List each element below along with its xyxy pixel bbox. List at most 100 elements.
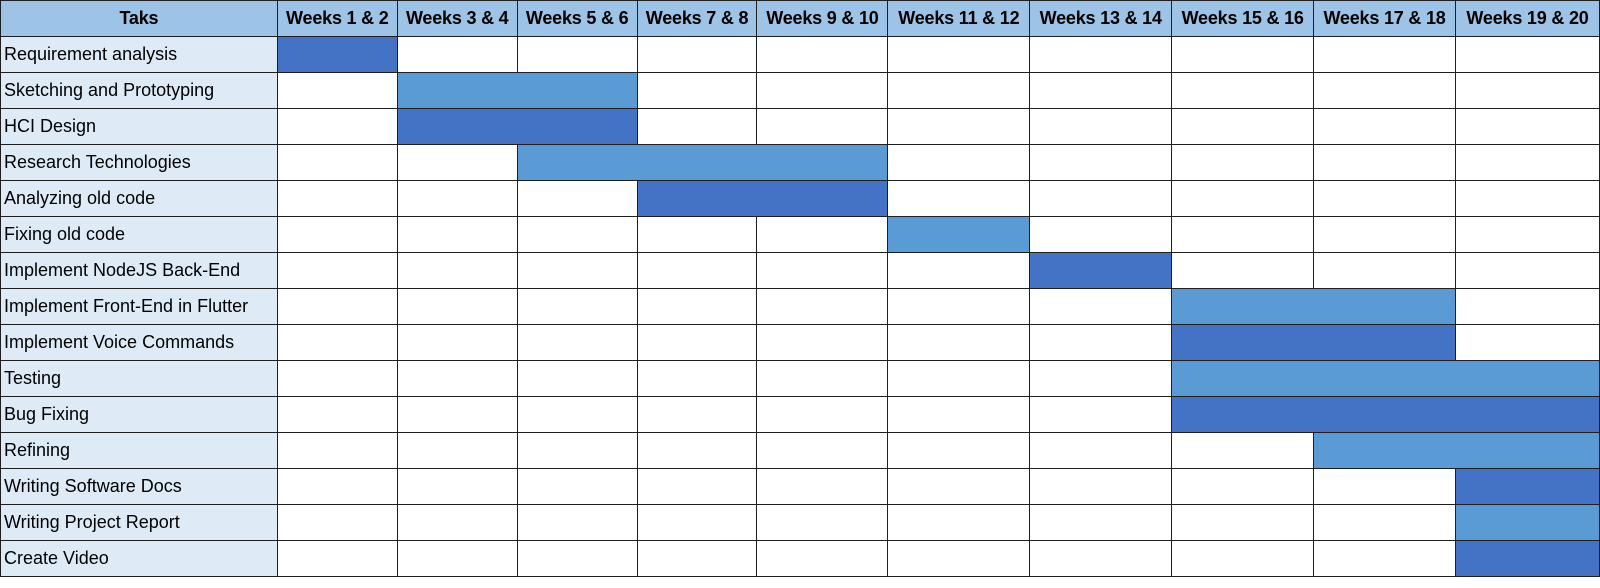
empty-cell: [396, 144, 518, 181]
empty-cell: [516, 288, 638, 325]
empty-cell: [516, 360, 638, 397]
gantt-bar-cell: [396, 108, 518, 145]
task-row: Writing Project Report: [0, 504, 1600, 541]
empty-cell: [636, 468, 758, 505]
empty-cell: [756, 432, 889, 469]
empty-cell: [1171, 252, 1315, 289]
period-header-8: Weeks 15 & 16: [1171, 0, 1315, 37]
gantt-bar-cell: [1029, 252, 1173, 289]
gantt-bar-cell: [887, 216, 1031, 253]
period-header-5: Weeks 9 & 10: [756, 0, 889, 37]
empty-cell: [276, 540, 398, 577]
gantt-bar-cell: [1313, 324, 1456, 361]
empty-cell: [636, 216, 758, 253]
empty-cell: [756, 360, 889, 397]
task-row: Implement Front-End in Flutter: [0, 288, 1600, 325]
task-label: Writing Software Docs: [0, 468, 278, 505]
empty-cell: [1313, 180, 1456, 217]
empty-cell: [1029, 540, 1173, 577]
task-row: HCI Design: [0, 108, 1600, 145]
task-label: Refining: [0, 432, 278, 469]
empty-cell: [1029, 360, 1173, 397]
empty-cell: [636, 360, 758, 397]
period-header-4: Weeks 7 & 8: [636, 0, 758, 37]
empty-cell: [276, 432, 398, 469]
empty-cell: [516, 324, 638, 361]
gantt-bar-cell: [516, 108, 638, 145]
empty-cell: [276, 324, 398, 361]
task-label: HCI Design: [0, 108, 278, 145]
empty-cell: [1171, 144, 1315, 181]
period-header-7: Weeks 13 & 14: [1029, 0, 1173, 37]
period-header-6: Weeks 11 & 12: [887, 0, 1031, 37]
empty-cell: [396, 396, 518, 433]
gantt-bar-cell: [636, 180, 758, 217]
period-header-3: Weeks 5 & 6: [516, 0, 638, 37]
empty-cell: [887, 252, 1031, 289]
empty-cell: [1455, 180, 1600, 217]
empty-cell: [1171, 540, 1315, 577]
gantt-bar-cell: [276, 36, 398, 73]
task-label: Implement NodeJS Back-End: [0, 252, 278, 289]
gantt-bar-cell: [1171, 324, 1315, 361]
gantt-bar-cell: [1455, 504, 1600, 541]
empty-cell: [516, 36, 638, 73]
empty-cell: [396, 288, 518, 325]
empty-cell: [516, 540, 638, 577]
task-label: Writing Project Report: [0, 504, 278, 541]
empty-cell: [636, 72, 758, 109]
gantt-bar-cell: [1171, 288, 1315, 325]
empty-cell: [276, 396, 398, 433]
empty-cell: [1313, 216, 1456, 253]
empty-cell: [1171, 108, 1315, 145]
empty-cell: [276, 288, 398, 325]
task-row: Implement NodeJS Back-End: [0, 252, 1600, 289]
empty-cell: [1313, 72, 1456, 109]
gantt-bar-cell: [1455, 432, 1600, 469]
empty-cell: [1455, 72, 1600, 109]
gantt-bar-cell: [1455, 468, 1600, 505]
empty-cell: [756, 108, 889, 145]
empty-cell: [396, 252, 518, 289]
empty-cell: [516, 180, 638, 217]
empty-cell: [887, 324, 1031, 361]
empty-cell: [636, 108, 758, 145]
task-label: Testing: [0, 360, 278, 397]
empty-cell: [396, 360, 518, 397]
empty-cell: [1029, 288, 1173, 325]
empty-cell: [887, 288, 1031, 325]
empty-cell: [276, 504, 398, 541]
gantt-bar-cell: [1171, 360, 1315, 397]
task-row: Testing: [0, 360, 1600, 397]
gantt-bar-cell: [1313, 432, 1456, 469]
empty-cell: [1313, 108, 1456, 145]
empty-cell: [1029, 180, 1173, 217]
empty-cell: [756, 468, 889, 505]
task-row: Create Video: [0, 540, 1600, 577]
empty-cell: [276, 72, 398, 109]
empty-cell: [1171, 468, 1315, 505]
empty-cell: [1313, 144, 1456, 181]
empty-cell: [756, 504, 889, 541]
empty-cell: [1171, 216, 1315, 253]
task-column-header: Taks: [0, 0, 278, 37]
gantt-bar-cell: [396, 72, 518, 109]
task-row: Analyzing old code: [0, 180, 1600, 217]
empty-cell: [1029, 468, 1173, 505]
task-label: Implement Front-End in Flutter: [0, 288, 278, 325]
empty-cell: [1455, 288, 1600, 325]
empty-cell: [1171, 72, 1315, 109]
empty-cell: [1029, 108, 1173, 145]
empty-cell: [516, 432, 638, 469]
task-label: Create Video: [0, 540, 278, 577]
empty-cell: [756, 36, 889, 73]
empty-cell: [756, 72, 889, 109]
empty-cell: [636, 432, 758, 469]
task-label: Analyzing old code: [0, 180, 278, 217]
gantt-bar-cell: [1455, 360, 1600, 397]
period-header-10: Weeks 19 & 20: [1455, 0, 1600, 37]
empty-cell: [887, 540, 1031, 577]
empty-cell: [1455, 36, 1600, 73]
task-row: Refining: [0, 432, 1600, 469]
